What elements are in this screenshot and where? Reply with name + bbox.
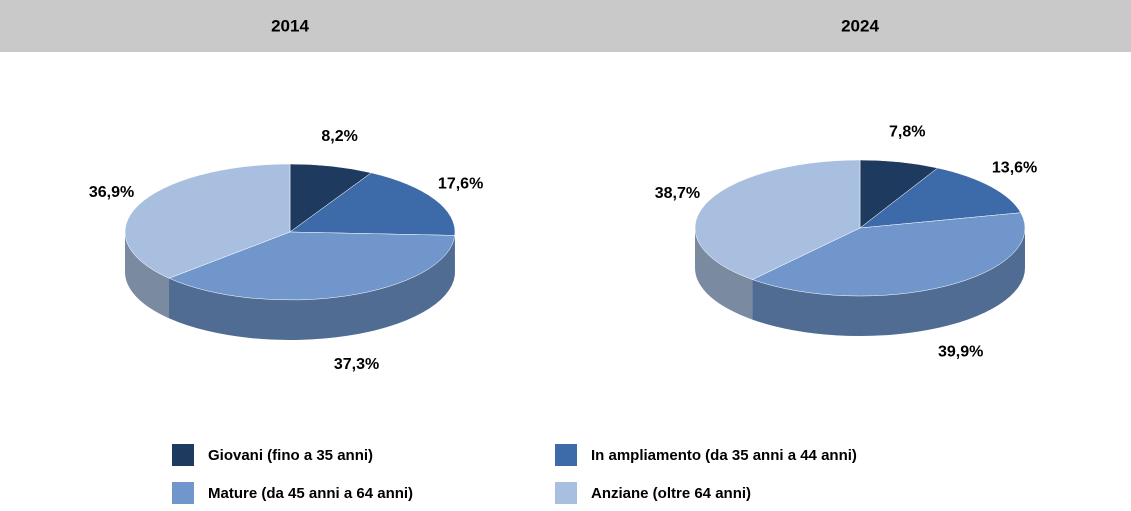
slice: [168, 231, 456, 301]
slice: [289, 172, 456, 236]
legend-label: Mature (da 45 anni a 64 anni): [208, 485, 413, 502]
data-label: 17,6%: [438, 176, 483, 193]
slice: [859, 167, 1022, 229]
data-label: 7,8%: [889, 124, 925, 141]
data-label: 38,7%: [655, 185, 700, 202]
slice-side: [125, 232, 170, 319]
slice: [694, 159, 861, 280]
data-label: 37,3%: [334, 356, 379, 373]
legend-label: Giovani (fino a 35 anni): [208, 447, 373, 464]
data-label: 36,9%: [89, 184, 134, 201]
chart-title: 2014: [271, 16, 309, 35]
legend-swatch: [555, 482, 577, 504]
slice: [751, 212, 1026, 297]
slice-side-shade: [695, 228, 753, 320]
legend-swatch: [555, 444, 577, 466]
legend-label: Anziane (oltre 64 anni): [591, 485, 751, 502]
data-label: 39,9%: [938, 344, 983, 361]
slice-side-shade: [752, 228, 1025, 336]
legend-swatch: [172, 444, 194, 466]
legend-swatch: [172, 482, 194, 504]
slice-side-shade: [169, 235, 455, 340]
header-band: [0, 0, 1131, 52]
slice-side: [169, 235, 455, 340]
slice-side: [752, 228, 1025, 336]
legend-label: In ampliamento (da 35 anni a 44 anni): [591, 447, 857, 464]
data-label: 8,2%: [321, 128, 357, 145]
chart-title: 2024: [841, 16, 879, 35]
data-label: 13,6%: [992, 159, 1037, 176]
slice-side-shade: [125, 232, 170, 319]
slice-side: [695, 228, 753, 320]
slice: [124, 163, 291, 279]
